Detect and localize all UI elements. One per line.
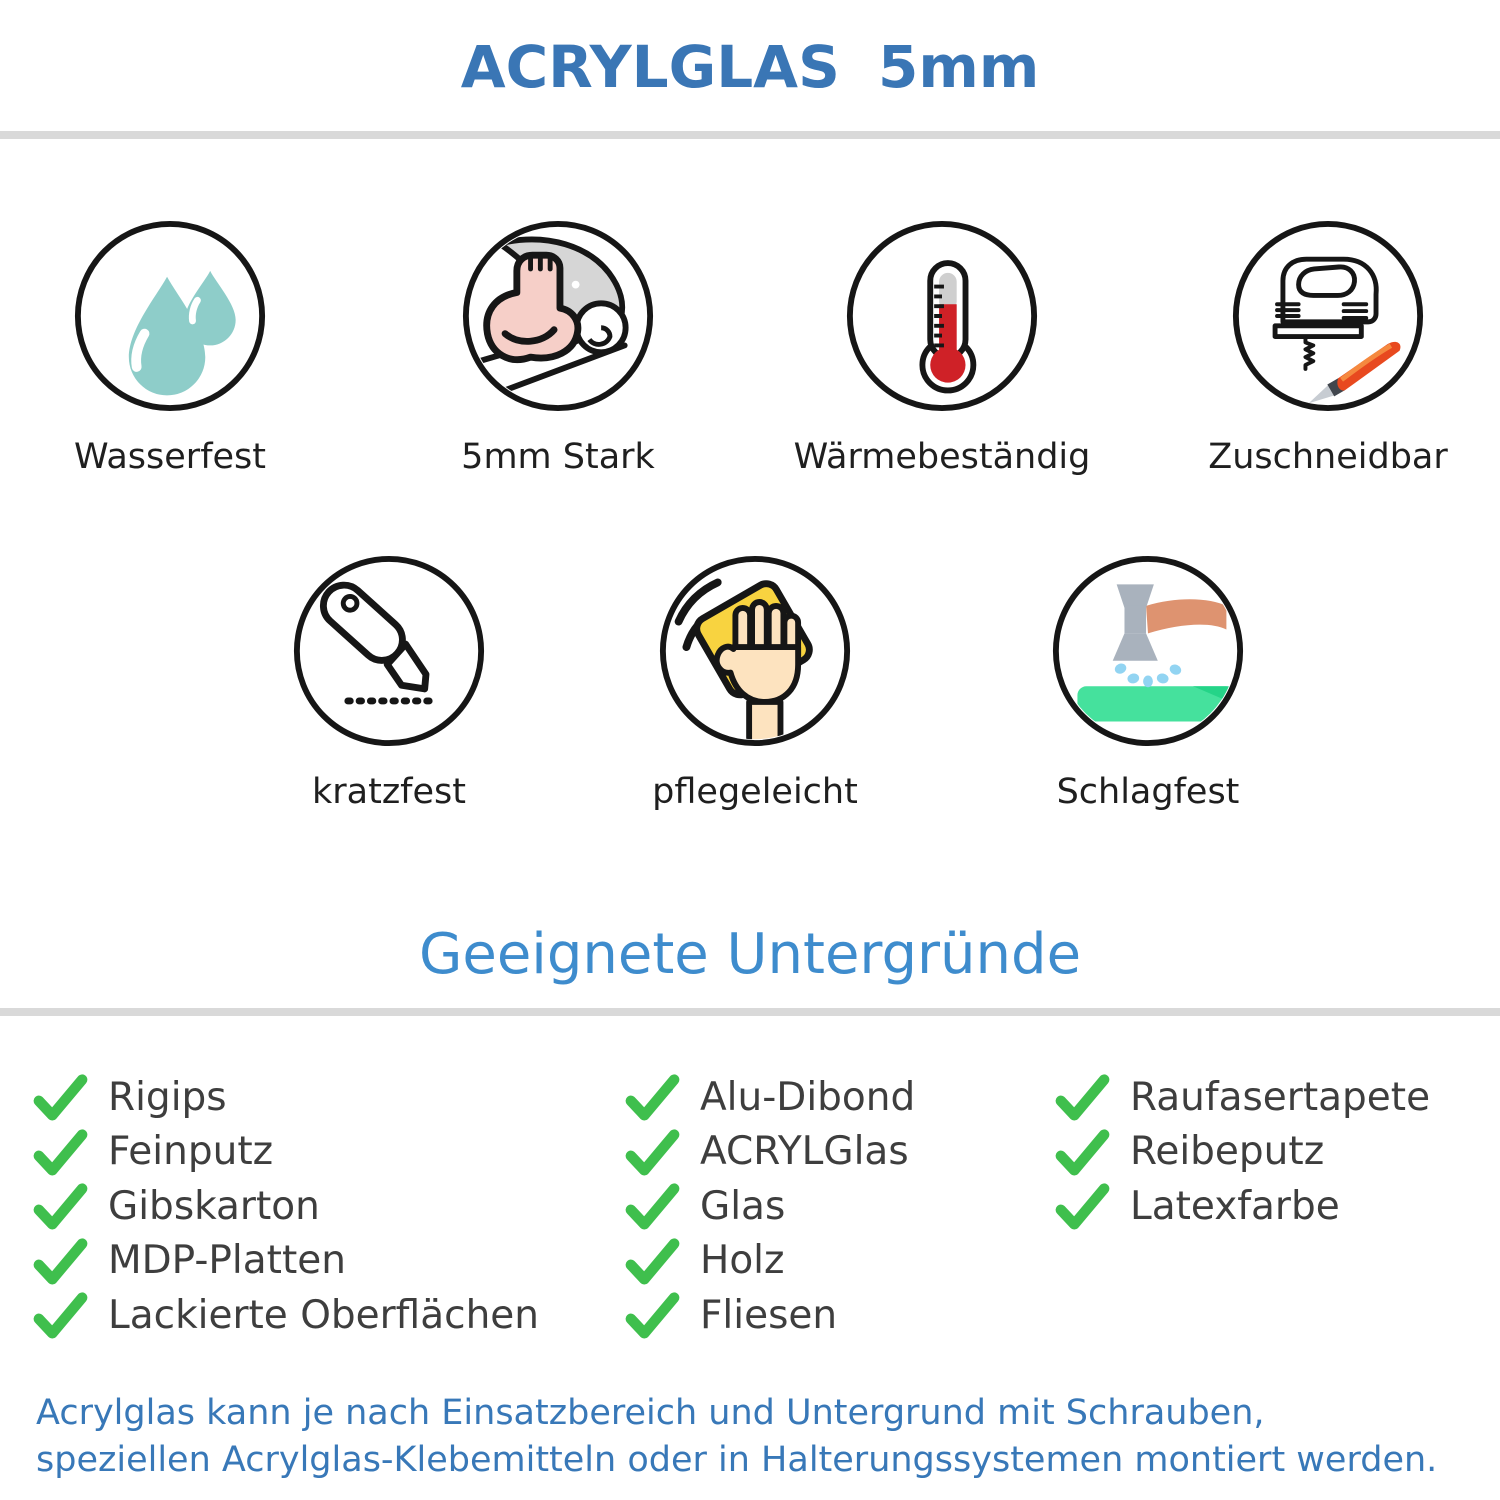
list-item-label: Latexfarbe xyxy=(1130,1183,1340,1229)
feature-cuttable xyxy=(1230,218,1426,414)
list-item: Rigips xyxy=(30,1070,539,1125)
list-item-label: Alu-Dibond xyxy=(700,1074,916,1120)
list-item-label: MDP-Platten xyxy=(108,1238,346,1284)
list-item-label: Raufasertapete xyxy=(1130,1074,1431,1120)
list-item-label: Feinputz xyxy=(108,1129,274,1175)
checklist-column-2: Alu-Dibond ACRYLGlas Glas Holz Fliesen xyxy=(622,1070,915,1343)
list-item: Latexfarbe xyxy=(1052,1179,1430,1234)
list-item: Holz xyxy=(622,1234,915,1289)
list-item: Raufasertapete xyxy=(1052,1070,1430,1125)
list-item: Fliesen xyxy=(622,1288,915,1343)
list-item: Lackierte Oberflächen xyxy=(30,1288,539,1343)
list-item-label: Reibeputz xyxy=(1130,1129,1325,1175)
list-item-label: Glas xyxy=(700,1183,786,1229)
hammer-icon xyxy=(1052,555,1244,747)
feature-scratchproof xyxy=(291,553,487,749)
feature-label: Wasserfest xyxy=(73,437,267,477)
checkmark-icon xyxy=(33,1183,88,1230)
list-item: MDP-Platten xyxy=(30,1234,539,1289)
checkmark-icon xyxy=(33,1129,88,1176)
utility-knife-icon xyxy=(293,555,485,747)
feature-heat-resistant xyxy=(844,218,1040,414)
list-item-label: Lackierte Oberflächen xyxy=(108,1292,540,1338)
list-item-label: Gibskarton xyxy=(108,1183,320,1229)
feature-label: pflegeleicht xyxy=(652,772,858,812)
list-item: Reibeputz xyxy=(1052,1125,1430,1180)
feature-label: Schlagfest xyxy=(1056,772,1240,812)
footer-line-1: Acrylglas kann je nach Einsatzbereich un… xyxy=(36,1393,1265,1433)
feature-waterproof xyxy=(72,218,268,414)
footer-line-2: speziellen Acrylglas-Klebemitteln oder i… xyxy=(36,1440,1438,1480)
feature-label: 5mm Stark xyxy=(461,437,655,477)
list-item: ACRYLGlas xyxy=(622,1125,915,1180)
list-item-label: Fliesen xyxy=(700,1292,838,1338)
strong-arm-icon xyxy=(462,220,654,412)
checklist-column-3: Raufasertapete Reibeputz Latexfarbe xyxy=(1052,1070,1430,1234)
feature-impact-resistant xyxy=(1050,553,1246,749)
checkmark-icon xyxy=(625,1238,680,1285)
checkmark-icon xyxy=(625,1183,680,1230)
list-item: Feinputz xyxy=(30,1125,539,1180)
checkmark-icon xyxy=(1055,1183,1110,1230)
checkmark-icon xyxy=(1055,1129,1110,1176)
page-title: ACRYLGLAS 5mm xyxy=(460,33,1040,101)
list-item: Alu-Dibond xyxy=(622,1070,915,1125)
checkmark-icon xyxy=(1055,1074,1110,1121)
list-item: Gibskarton xyxy=(30,1179,539,1234)
water-drops-icon xyxy=(74,220,266,412)
cleaning-hand-icon xyxy=(659,555,851,747)
checklist-column-1: Rigips Feinputz Gibskarton MDP-Platten L… xyxy=(30,1070,539,1343)
checkmark-icon xyxy=(625,1292,680,1339)
feature-label: kratzfest xyxy=(311,772,466,812)
feature-label: Zuschneidbar xyxy=(1208,437,1448,477)
checkmark-icon xyxy=(625,1074,680,1121)
jigsaw-icon xyxy=(1232,220,1424,412)
checkmark-icon xyxy=(33,1292,88,1339)
list-item-label: ACRYLGlas xyxy=(700,1129,909,1175)
checkmark-icon xyxy=(33,1238,88,1285)
section-title: Geeignete Untergründe xyxy=(418,922,1082,987)
feature-easy-care xyxy=(657,553,853,749)
checkmark-icon xyxy=(625,1129,680,1176)
footer-note: Acrylglas kann je nach Einsatzbereich un… xyxy=(36,1390,1496,1484)
list-item-label: Rigips xyxy=(108,1074,227,1120)
checkmark-icon xyxy=(33,1074,88,1121)
list-item: Glas xyxy=(622,1179,915,1234)
list-item-label: Holz xyxy=(700,1238,785,1284)
feature-5mm-strong xyxy=(460,218,656,414)
divider-bar xyxy=(0,131,1500,139)
divider-bar xyxy=(0,1008,1500,1016)
feature-label: Wärmebeständig xyxy=(793,437,1091,477)
thermometer-icon xyxy=(846,220,1038,412)
